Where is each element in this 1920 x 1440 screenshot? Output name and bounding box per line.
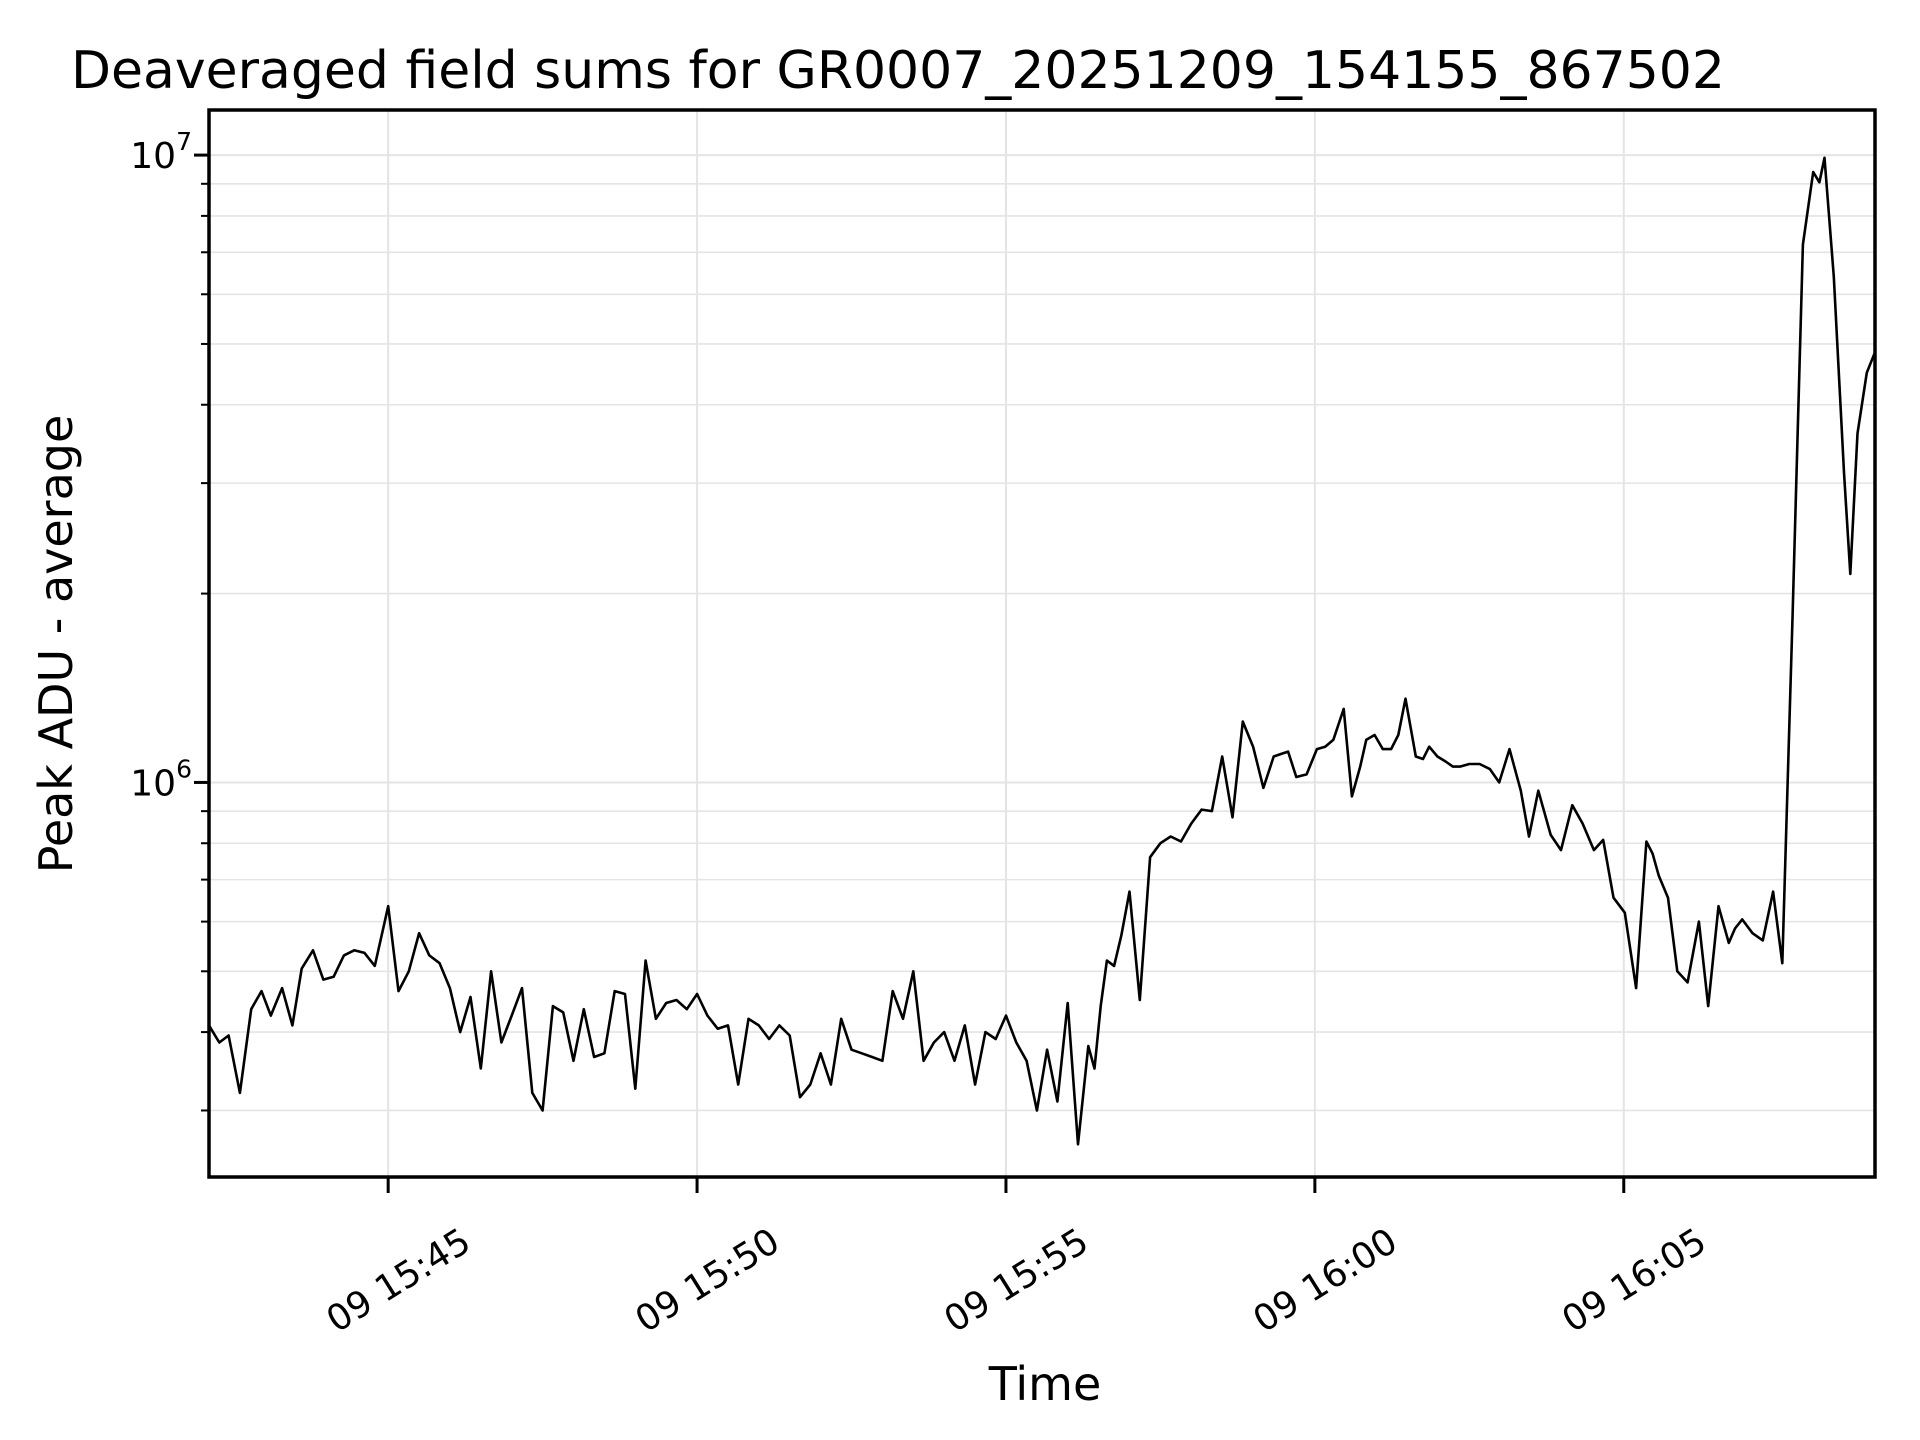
tick-marks-layer (194, 153, 1626, 1193)
y-axis-label: Peak ADU - average (29, 415, 83, 874)
gridlines-layer (209, 110, 1875, 1177)
chart-title: Deaveraged field sums for GR0007_2025120… (71, 41, 1725, 101)
x-tick-label: 09 15:55 (937, 1221, 1095, 1341)
x-tick-label: 09 16:00 (1246, 1221, 1404, 1341)
axes-spines (207, 108, 1877, 1179)
data-line (207, 156, 1877, 1146)
x-tick-label: 09 15:50 (629, 1221, 787, 1341)
tick-labels-layer: 106 107 09 15:45 09 15:50 09 15:55 09 16:00 09… (130, 127, 1713, 1341)
x-tick-label: 09 16:05 (1555, 1221, 1713, 1341)
x-tick-label: 09 15:45 (320, 1221, 478, 1341)
x-axis-label: Time (988, 1357, 1102, 1411)
data-series-layer (207, 156, 1877, 1146)
axes-spines-layer (207, 108, 1877, 1179)
y-tick-label: 106 (130, 754, 192, 804)
y-tick-label: 107 (130, 127, 192, 177)
